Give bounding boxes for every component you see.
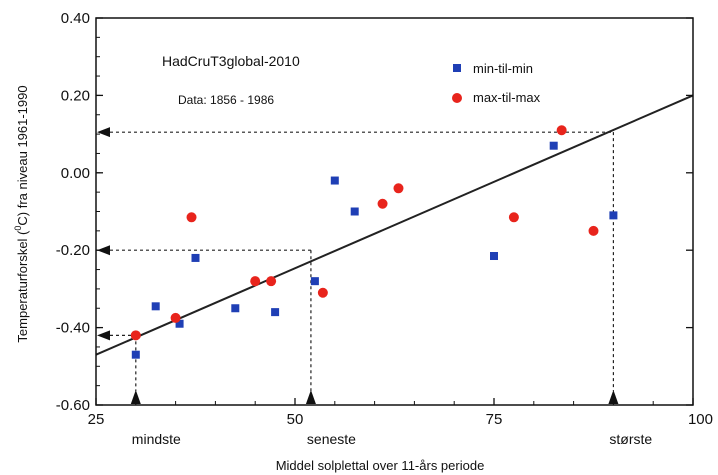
point-min-til-min — [191, 253, 200, 262]
point-max-til-max — [317, 287, 328, 298]
x-tick-label: 75 — [486, 411, 503, 428]
y-axis-label-pre: Temperaturforskel ( — [15, 230, 30, 343]
reference-arrow-up — [305, 390, 316, 404]
point-min-til-min — [310, 277, 319, 286]
reference-arrow-up — [130, 390, 141, 404]
y-tick-label: 0.20 — [61, 87, 90, 104]
point-max-til-max — [130, 330, 141, 341]
trendline — [95, 94, 694, 356]
point-max-til-max — [186, 212, 197, 223]
legend-label-min-til-min: min-til-min — [473, 61, 533, 76]
point-min-til-min — [271, 308, 280, 317]
data-points — [130, 125, 618, 359]
point-min-til-min — [175, 319, 184, 328]
y-tick-label: -0.20 — [56, 242, 90, 259]
point-min-til-min — [609, 211, 618, 220]
y-tick-label: -0.60 — [56, 397, 90, 414]
legend: min-til-min max-til-max — [452, 61, 541, 105]
reference-guides — [110, 131, 615, 391]
reference-annotations: mindste seneste største — [97, 127, 652, 447]
reference-arrow-left — [97, 330, 110, 341]
legend-marker-min-til-min — [453, 64, 461, 72]
point-max-til-max — [393, 183, 404, 194]
point-max-til-max — [250, 276, 261, 287]
point-max-til-max — [377, 198, 388, 209]
reference-arrow-left — [97, 245, 110, 256]
x-tick-label: 25 — [88, 411, 105, 428]
point-min-til-min — [151, 302, 160, 311]
point-max-til-max — [170, 312, 181, 323]
reference-label: mindste — [132, 431, 181, 447]
point-min-til-min — [330, 176, 339, 185]
point-max-til-max — [556, 125, 567, 136]
point-min-til-min — [490, 252, 498, 261]
chart-title: HadCruT3global-2010 — [162, 53, 300, 69]
trendline-group — [95, 94, 694, 356]
x-axis-ticks: 25 50 75 100 — [88, 398, 713, 428]
y-tick-label: -0.40 — [56, 320, 90, 337]
plot-frame — [95, 17, 694, 406]
reference-label: største — [609, 431, 652, 447]
y-axis-label-post: C) fra niveau 1961-1990 — [15, 85, 30, 225]
x-tick-label: 50 — [287, 411, 304, 428]
x-tick-label: 100 — [688, 411, 713, 428]
x-axis-label: Middel solplettal over 11-års periode — [276, 458, 485, 473]
y-tick-label: 0.40 — [61, 10, 90, 27]
point-max-til-max — [508, 212, 519, 223]
point-min-til-min — [549, 141, 558, 150]
y-axis-label-sup: 0 — [13, 226, 23, 231]
point-min-til-min — [131, 350, 140, 359]
chart-subtitle: Data: 1856 - 1986 — [178, 93, 274, 107]
y-axis-label: Temperaturforskel (0C) fra niveau 1961-1… — [13, 85, 30, 342]
reference-arrow-up — [608, 390, 619, 404]
legend-label-max-til-max: max-til-max — [473, 90, 541, 105]
reference-arrow-left — [97, 127, 110, 138]
point-max-til-max — [588, 225, 599, 236]
reference-label: seneste — [307, 431, 356, 447]
point-max-til-max — [266, 276, 277, 287]
point-min-til-min — [231, 304, 240, 313]
point-min-til-min — [350, 207, 359, 216]
y-tick-label: 0.00 — [61, 165, 90, 182]
legend-marker-max-til-max — [452, 93, 462, 103]
y-axis-ticks: 0.40 0.20 0.00 -0.20 -0.40 -0.60 — [56, 10, 693, 414]
